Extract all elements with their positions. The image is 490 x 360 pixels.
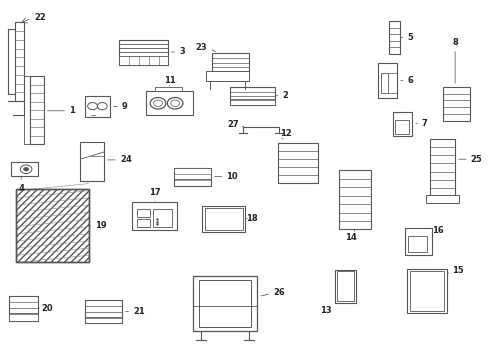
Text: 6: 6 [408, 76, 414, 85]
Text: 23: 23 [196, 43, 207, 52]
Bar [137, 219, 150, 226]
Bar [85, 96, 110, 117]
Bar [206, 71, 249, 81]
Text: 4: 4 [18, 184, 24, 193]
Bar [16, 189, 89, 262]
Bar [395, 120, 409, 134]
Bar [85, 300, 122, 323]
Bar [15, 22, 24, 101]
Bar [426, 195, 459, 203]
Bar [16, 189, 89, 262]
Bar [9, 296, 38, 320]
Text: 2: 2 [283, 91, 289, 100]
Text: 24: 24 [120, 156, 132, 165]
Bar [392, 112, 412, 136]
Bar [202, 206, 245, 232]
Bar [230, 99, 275, 105]
Text: 17: 17 [149, 188, 161, 197]
Text: 22: 22 [34, 13, 46, 22]
Bar [405, 228, 432, 255]
Text: 1: 1 [69, 106, 75, 115]
Bar [132, 202, 176, 230]
Text: 15: 15 [452, 266, 464, 275]
Bar [120, 40, 168, 65]
Bar [193, 276, 257, 331]
Bar [147, 91, 193, 116]
Bar [407, 269, 447, 314]
Text: 9: 9 [122, 102, 127, 111]
Bar [278, 143, 318, 183]
Text: 7: 7 [422, 119, 428, 128]
Bar [212, 53, 249, 72]
Bar [155, 87, 182, 91]
Bar [381, 73, 388, 93]
Text: 25: 25 [471, 155, 483, 164]
Bar [137, 209, 150, 217]
Bar [11, 162, 38, 176]
Circle shape [24, 167, 28, 171]
Bar [410, 271, 444, 311]
Text: 11: 11 [164, 76, 175, 85]
Bar [335, 270, 356, 303]
Bar [9, 314, 38, 320]
Bar [337, 271, 354, 301]
Text: 16: 16 [432, 226, 443, 235]
Text: 14: 14 [344, 233, 356, 242]
Bar [174, 168, 211, 186]
Text: 21: 21 [133, 307, 145, 316]
Text: 19: 19 [95, 221, 107, 230]
Text: 12: 12 [280, 129, 292, 138]
Bar [430, 139, 455, 196]
Bar [85, 317, 122, 323]
Bar [205, 208, 243, 230]
Text: 26: 26 [273, 288, 285, 297]
Bar [80, 142, 104, 181]
Bar [230, 87, 275, 105]
Text: 8: 8 [452, 38, 458, 47]
Bar [198, 280, 251, 327]
Bar [30, 76, 44, 144]
Text: 18: 18 [246, 214, 258, 223]
Text: 27: 27 [227, 120, 239, 129]
Text: 3: 3 [179, 48, 185, 57]
Bar [378, 63, 397, 98]
Bar [120, 56, 168, 65]
Text: 13: 13 [320, 306, 332, 315]
Text: 10: 10 [226, 172, 238, 181]
Text: 5: 5 [408, 33, 414, 42]
Text: 20: 20 [41, 303, 53, 312]
Bar [339, 170, 371, 229]
Bar [153, 209, 172, 226]
Bar [389, 22, 400, 54]
Bar [174, 168, 211, 179]
Bar [408, 236, 427, 252]
Bar [443, 87, 470, 121]
